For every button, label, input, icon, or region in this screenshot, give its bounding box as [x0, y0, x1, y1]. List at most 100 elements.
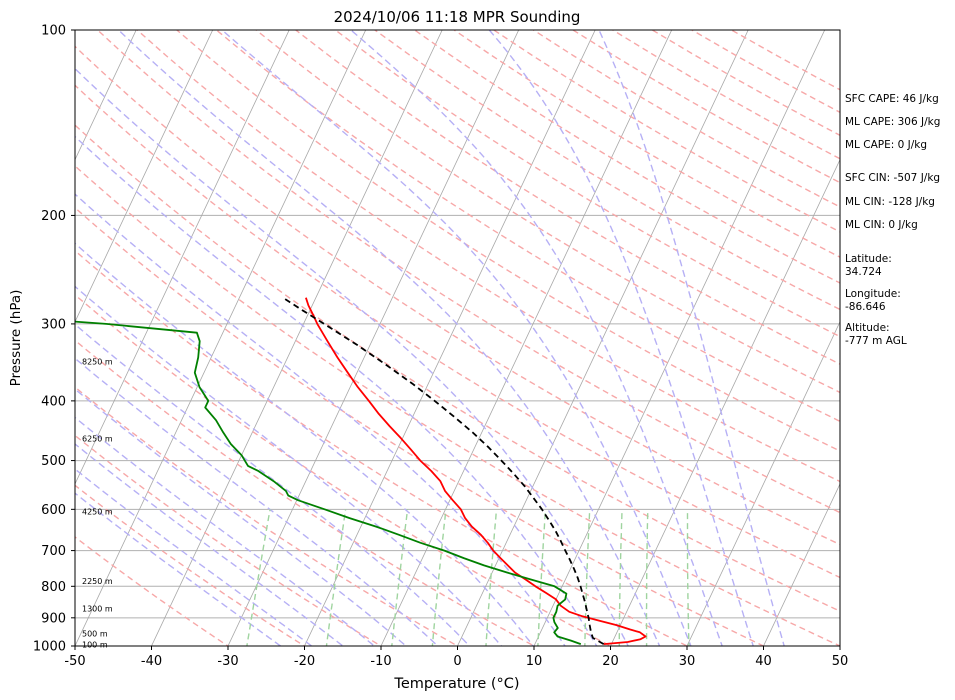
x-tick-label: 50	[832, 654, 849, 669]
stat-text: ML CAPE: 306 J/kg	[845, 116, 941, 128]
dry-adiabat-line	[75, 536, 230, 646]
dry-adiabat-line	[215, 30, 840, 423]
mixing-ratio-line	[537, 509, 547, 646]
mixing-ratio-line	[645, 509, 649, 646]
y-axis: 1000 900 800 700 600 500 400 300 200 100	[33, 24, 75, 655]
stat-text: Altitude: -777 m AGL	[845, 322, 907, 347]
y-tick-label: 100	[41, 24, 66, 39]
stat-text: ML CIN: -128 J/kg	[845, 196, 935, 208]
moist-adiabat-line	[349, 30, 723, 646]
x-tick-label: 30	[679, 654, 696, 669]
moist-adiabat-line	[75, 193, 566, 646]
y-axis-label: Pressure (hPa)	[8, 290, 24, 387]
x-tick-label: -10	[370, 654, 391, 669]
moist-adiabat-line	[75, 285, 503, 646]
mixing-ratio-line	[391, 509, 409, 646]
mixing-ratio-line	[584, 509, 591, 646]
x-tick-label: -30	[217, 654, 238, 669]
moist-adiabat-line	[75, 388, 408, 646]
dry-adiabat-line	[136, 30, 840, 483]
y-tick-label: 600	[41, 503, 66, 518]
x-tick-label: -20	[294, 654, 315, 669]
isotherm-line	[533, 30, 826, 646]
moist-adiabat-line	[488, 30, 754, 646]
dry-adiabat-line	[334, 30, 840, 338]
height-label: 2250 m	[82, 577, 113, 586]
height-label: 1300 m	[82, 605, 113, 614]
x-axis: -50 -40 -30 -20 -10 0 10 20 30 40 50	[64, 646, 848, 669]
y-tick-label: 1000	[33, 640, 66, 655]
height-label: 4250 m	[82, 508, 113, 517]
isotherm-line	[151, 30, 443, 646]
stat-text: ML CIN: 0 J/kg	[845, 219, 918, 231]
height-label: 6250 m	[82, 434, 113, 443]
moist-adiabat-line	[598, 30, 785, 646]
dry-adiabat-line	[75, 206, 766, 646]
x-tick-label: 40	[755, 654, 772, 669]
isotherm-line	[380, 30, 673, 646]
isotherm-line	[75, 30, 214, 323]
dry-adiabat-line	[97, 30, 840, 514]
y-tick-label: 500	[41, 454, 66, 469]
chart-title: 2024/10/06 11:18 MPR Sounding	[334, 8, 581, 26]
moist-adiabat-line	[75, 468, 313, 646]
dry-adiabat-line	[75, 339, 536, 646]
dry-adiabat-line	[75, 484, 306, 646]
stat-text: Latitude: 34.724	[845, 253, 892, 278]
mixing-ratio-line	[246, 509, 271, 646]
x-tick-label: -40	[141, 654, 162, 669]
height-label: 8250 m	[82, 357, 113, 366]
height-labels: 100 m 500 m 1300 m 2250 m 4250 m 6250 m 8250 m	[82, 357, 113, 649]
parcel-path-line	[282, 296, 605, 645]
sounding-profiles	[75, 296, 647, 645]
moist-adiabat-line	[75, 416, 376, 646]
moist-adiabat-line	[75, 357, 439, 646]
dry-adiabat-line	[255, 30, 840, 394]
moist-adiabat-line	[75, 443, 345, 646]
stat-text: SFC CIN: -507 J/kg	[845, 172, 941, 184]
y-tick-label: 300	[41, 317, 66, 332]
isotherm-line	[686, 320, 840, 646]
moist-adiabat-line	[75, 135, 598, 646]
y-tick-label: 800	[41, 580, 66, 595]
moist-adiabat-line	[117, 30, 661, 646]
stat-text: SFC CAPE: 46 J/kg	[845, 93, 939, 105]
guide-lines	[75, 16, 955, 659]
mixing-ratio-line	[686, 509, 690, 646]
mixing-ratio-line	[431, 509, 447, 646]
mixing-ratio-line	[325, 509, 347, 646]
isotherm-line	[75, 30, 137, 161]
isotherm-line	[75, 30, 290, 485]
isotherm-line	[304, 30, 596, 646]
mixing-ratio-line	[618, 509, 623, 646]
y-tick-label: 900	[41, 611, 66, 626]
dry-adiabat-line	[75, 84, 840, 579]
y-tick-label: 700	[41, 544, 66, 559]
stat-text: Longitude: -86.646	[845, 288, 901, 313]
moist-adiabat-line	[75, 323, 471, 646]
dewpoint-line	[75, 320, 582, 645]
isotherm-line	[763, 482, 840, 646]
x-tick-label: 0	[453, 654, 461, 669]
isotherm-line	[610, 158, 840, 646]
isotherm-line	[910, 16, 955, 659]
temperature-line	[305, 297, 647, 645]
moist-adiabat-line	[75, 492, 282, 646]
isotherm-line	[457, 30, 749, 646]
x-tick-label: 10	[526, 654, 543, 669]
dry-adiabat-line	[75, 293, 612, 646]
height-label: 100 m	[82, 641, 108, 650]
moist-adiabat-line	[75, 67, 629, 646]
x-tick-label: 20	[602, 654, 619, 669]
dry-adiabat-line	[75, 386, 459, 646]
isotherm-line	[75, 30, 367, 646]
height-label: 500 m	[82, 630, 108, 639]
stat-text: ML CAPE: 0 J/kg	[845, 139, 928, 151]
moist-adiabat-line	[220, 30, 692, 646]
dry-adiabat-line	[75, 164, 840, 646]
moist-adiabat-line	[75, 242, 535, 646]
x-axis-label: Temperature (°C)	[393, 676, 519, 692]
mixing-ratio-line	[485, 509, 498, 646]
x-tick-label: -50	[64, 654, 85, 669]
